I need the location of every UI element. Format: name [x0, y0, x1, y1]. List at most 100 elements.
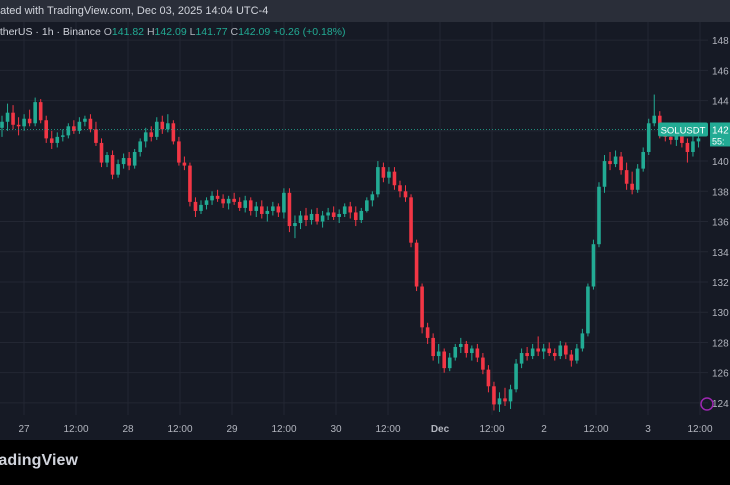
high-label: H [146, 26, 155, 38]
candle-body [613, 156, 618, 165]
candle-body [282, 192, 286, 213]
candle-body [370, 194, 375, 201]
candle-body [298, 215, 303, 224]
x-tick-label: 12:00 [271, 424, 296, 435]
candle-body [359, 210, 364, 221]
candle-body [685, 142, 690, 152]
y-tick-label: 136 [712, 218, 729, 229]
x-tick-label: 2 [541, 424, 547, 435]
candle-body [55, 136, 60, 143]
x-tick-label: 27 [18, 424, 30, 435]
candle-body [381, 167, 386, 178]
candle-body [143, 132, 148, 142]
candle-body [5, 112, 10, 122]
candle-body [320, 215, 325, 222]
y-tick-label: 126 [712, 369, 729, 380]
candle-body [27, 118, 32, 124]
candle-body [508, 389, 513, 402]
candle-body [276, 206, 281, 213]
candle-body [558, 345, 563, 357]
candle-body [392, 171, 397, 186]
candle-body [425, 327, 430, 338]
candle-body [536, 348, 540, 352]
close-label: C [230, 26, 239, 38]
candle-body [464, 343, 469, 354]
x-tick-label: 12:00 [63, 424, 88, 435]
candle-body [287, 192, 292, 227]
y-tick-label: 140 [712, 157, 729, 168]
candle-body [387, 171, 391, 178]
low-value: 141.77 [195, 26, 228, 38]
candle-body [669, 136, 673, 140]
candle-body [337, 213, 341, 217]
x-tick-label: 12:00 [687, 424, 712, 435]
candle-body [204, 200, 209, 205]
candle-body [398, 185, 402, 192]
candle-body [116, 164, 120, 175]
header-bar: eated with TradingView.com, Dec 03, 2025… [0, 0, 730, 22]
candle-body [514, 363, 518, 390]
candle-body [44, 120, 49, 139]
y-tick-label: 130 [712, 308, 729, 319]
price-tag-value: 142 [712, 125, 729, 136]
x-tick-label: 28 [122, 424, 134, 435]
candle-body [99, 142, 104, 163]
candle-body [486, 369, 491, 387]
y-tick-label: 138 [712, 187, 729, 198]
chart-area[interactable] [0, 22, 730, 440]
candle-body [564, 345, 568, 355]
candle-body [580, 333, 585, 349]
candle-body [254, 206, 259, 211]
candle-body [226, 198, 231, 204]
candle-body [646, 123, 651, 152]
candle-body [304, 215, 308, 221]
x-tick-label: 30 [330, 424, 342, 435]
candle-body [259, 206, 264, 214]
candle-body [519, 353, 524, 364]
y-tick-label: 124 [712, 399, 729, 410]
candle-body [149, 132, 154, 137]
candle-body [83, 118, 87, 122]
symbol-tag-label: SOLUSDT [661, 125, 706, 136]
candle-body [575, 348, 579, 361]
x-tick-label: 12:00 [167, 424, 192, 435]
candle-body [210, 195, 214, 201]
candle-body [569, 354, 574, 361]
candle-body [458, 343, 463, 347]
candle-body [420, 286, 424, 328]
candle-body [436, 351, 441, 357]
candle-body [127, 158, 131, 166]
candlestick-chart[interactable]: 148 146 144 142 140 138 136 134 132 130 128 126 124 2… [0, 0, 730, 440]
candle-body [232, 198, 236, 202]
candle-body [22, 118, 26, 127]
open-value: 141.82 [111, 26, 145, 38]
candle-body [503, 398, 507, 402]
candle-body [475, 348, 480, 358]
candle-body [49, 138, 54, 143]
candle-body [77, 121, 82, 131]
candle-body [481, 357, 485, 370]
candle-body [171, 123, 176, 142]
candle-body [271, 206, 275, 211]
candle-body [691, 141, 695, 152]
candle-body [635, 168, 640, 190]
candle-body [182, 162, 187, 166]
candle-body [641, 151, 645, 169]
header-title: eated with TradingView.com, Dec 03, 2025… [0, 5, 269, 17]
candle-body [597, 186, 601, 245]
price-tag [710, 122, 730, 147]
candle-body [409, 197, 413, 243]
y-tick-label: 144 [712, 97, 729, 108]
x-tick-label: 12:00 [479, 424, 504, 435]
x-tick-label: 12:00 [583, 424, 608, 435]
candle-body [243, 200, 248, 208]
x-tick-label: 29 [226, 424, 238, 435]
candle-body [431, 337, 435, 357]
candle-body [331, 212, 336, 217]
candle-body [221, 198, 225, 204]
candle-body [680, 133, 684, 143]
candle-body [121, 158, 126, 165]
candle-body [105, 155, 109, 163]
candle-body [315, 213, 319, 222]
candle-body [293, 223, 297, 227]
